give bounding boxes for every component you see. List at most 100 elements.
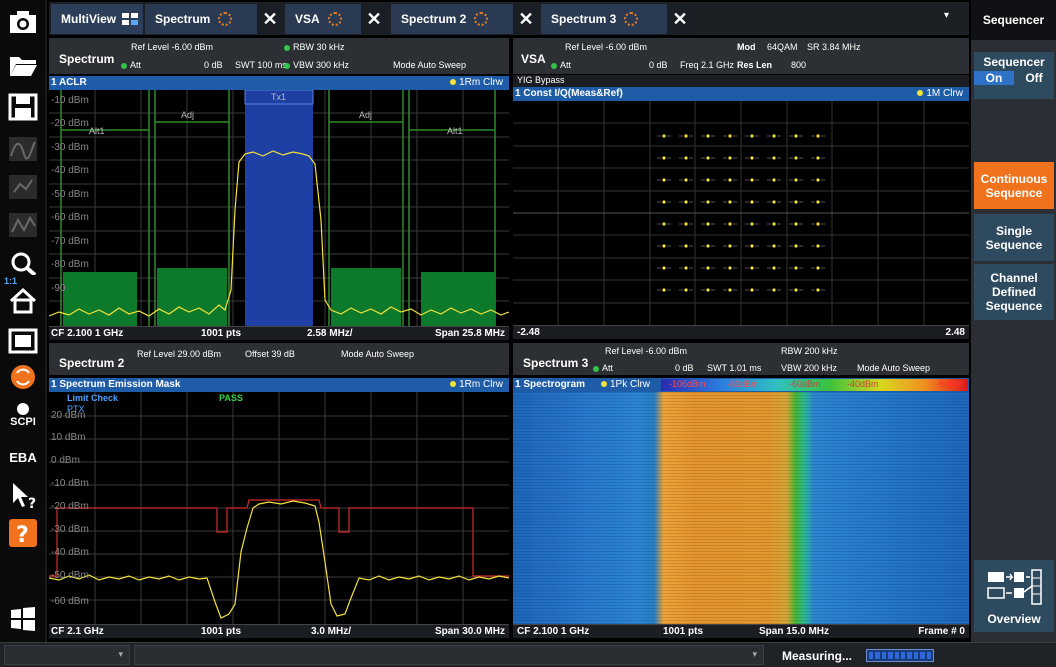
tab-spectrum-2[interactable]: Spectrum 2 ✕ bbox=[391, 4, 539, 34]
rbw-value: RBW 30 kHz bbox=[293, 42, 345, 52]
continuous-sequence-button[interactable]: Continuous Sequence bbox=[974, 162, 1054, 209]
tab-overflow-icon[interactable]: ▾ bbox=[944, 10, 950, 21]
close-icon[interactable]: ✕ bbox=[257, 4, 283, 34]
scpi-recorder-button[interactable]: SCPI bbox=[4, 398, 42, 432]
constellation-point bbox=[706, 222, 710, 226]
sweep-progress-icon bbox=[624, 12, 639, 26]
close-icon[interactable]: ✕ bbox=[361, 4, 387, 34]
scale-label: -40dBm bbox=[847, 379, 879, 389]
marker-add-icon[interactable] bbox=[4, 132, 42, 166]
save-icon[interactable] bbox=[4, 90, 42, 124]
constellation-point bbox=[662, 156, 666, 160]
eba-button[interactable]: EBA bbox=[4, 440, 42, 474]
sweep-time: SWT 100 ms bbox=[235, 60, 287, 70]
constellation-point bbox=[772, 288, 776, 292]
constellation-point bbox=[684, 200, 688, 204]
constellation-point bbox=[662, 288, 666, 292]
y-tick-label: 0 dBm bbox=[51, 455, 80, 466]
frequency-per-div: 3.0 MHz/ bbox=[311, 626, 352, 637]
close-icon[interactable]: ✕ bbox=[667, 4, 693, 34]
tab-label: Spectrum bbox=[155, 12, 211, 26]
center-frequency: CF 2.1 GHz bbox=[51, 626, 104, 637]
trace-mode: 1Pk Clrw bbox=[610, 379, 651, 390]
vsa-header[interactable]: VSA Ref Level -6.00 dBm Att 0 dB Freq 2.… bbox=[513, 38, 969, 74]
tab-spectrum[interactable]: Spectrum ✕ bbox=[145, 4, 283, 34]
channel-label-tx1: Tx1 bbox=[271, 92, 286, 102]
y-tick-label: -90 bbox=[51, 283, 66, 294]
spectrogram-noise-overlay bbox=[513, 392, 969, 624]
home-icon[interactable] bbox=[4, 284, 42, 318]
toggle-off[interactable]: Off bbox=[1025, 71, 1043, 85]
close-icon[interactable]: ✕ bbox=[513, 4, 539, 34]
zoom-area-icon[interactable] bbox=[4, 170, 42, 204]
constellation-point bbox=[684, 222, 688, 226]
center-frequency: CF 2.100 1 GHz bbox=[51, 328, 124, 339]
spectrum-3-header[interactable]: Spectrum 3 Ref Level -6.00 dBm Att 0 dB … bbox=[513, 343, 969, 375]
constellation-point bbox=[684, 288, 688, 292]
constellation-point bbox=[772, 178, 776, 182]
measurement-progress-bar bbox=[866, 649, 934, 662]
tab-spectrum-3[interactable]: Spectrum 3 ✕ bbox=[541, 4, 693, 34]
limit-check-label: Limit Check bbox=[67, 393, 119, 403]
scpi-label: SCPI bbox=[10, 416, 36, 428]
channel-label-alt1: Alt1 bbox=[447, 126, 463, 136]
constellation-point bbox=[816, 134, 820, 138]
y-tick-label: -80 dBm bbox=[51, 259, 89, 270]
help-icon[interactable]: ? bbox=[4, 516, 42, 550]
alt1-left-bar bbox=[63, 272, 137, 326]
aclr-trace bbox=[49, 150, 509, 317]
constellation-point bbox=[706, 200, 710, 204]
sweep-points: 1001 pts bbox=[663, 626, 704, 637]
spectrogram-display[interactable] bbox=[513, 392, 969, 624]
constellation-point bbox=[728, 244, 732, 248]
channel-name: Spectrum bbox=[59, 52, 115, 66]
constellation-point bbox=[750, 178, 754, 182]
display-config-icon[interactable] bbox=[4, 324, 42, 358]
overview-button[interactable]: Overview bbox=[974, 560, 1054, 632]
y-tick-label: -50 dBm bbox=[51, 570, 89, 581]
tab-multiview[interactable]: MultiView bbox=[51, 4, 143, 34]
constellation-point bbox=[816, 266, 820, 270]
ptx-label: PTX bbox=[67, 404, 85, 414]
sweep-mode: Mode Auto Sweep bbox=[393, 60, 467, 70]
constellation-point bbox=[706, 134, 710, 138]
folder-open-icon[interactable] bbox=[4, 48, 42, 82]
constellation-diagram[interactable] bbox=[513, 101, 969, 325]
sweep-progress-icon bbox=[327, 12, 342, 26]
constellation-point bbox=[816, 244, 820, 248]
constellation-point bbox=[772, 134, 776, 138]
multi-zoom-icon[interactable] bbox=[4, 208, 42, 242]
constellation-point bbox=[662, 200, 666, 204]
channel-defined-sequence-button[interactable]: Channel Defined Sequence bbox=[974, 264, 1054, 320]
spectrum-2-header[interactable]: Spectrum 2 Ref Level 29.00 dBm Offset 39… bbox=[49, 343, 509, 375]
zoom-off-icon[interactable]: 1:1 bbox=[4, 246, 42, 286]
constellation-point bbox=[794, 200, 798, 204]
x-axis-max: 2.48 bbox=[945, 327, 965, 338]
constellation-point bbox=[816, 200, 820, 204]
sweep-points: 1001 pts bbox=[201, 328, 242, 339]
center-frequency: CF 2.100 1 GHz bbox=[517, 626, 590, 637]
aclr-trace-plot[interactable]: Alt1 Adj Tx1 Adj Alt1 -10 dBm -20 dBm -3… bbox=[49, 90, 509, 326]
sequencer-icon[interactable] bbox=[4, 360, 42, 394]
camera-icon[interactable] bbox=[4, 5, 42, 39]
span: Span 30.0 MHz bbox=[434, 626, 505, 637]
help-pointer-icon[interactable]: ? bbox=[4, 478, 42, 512]
softkey-panel: Sequencer Sequencer On Off Continuous Se… bbox=[971, 0, 1056, 642]
toggle-on[interactable]: On bbox=[974, 71, 1014, 85]
y-tick-label: 10 dBm bbox=[51, 432, 85, 443]
windows-icon[interactable] bbox=[4, 602, 42, 636]
spectrum-1-header[interactable]: Spectrum Ref Level -6.00 dBm Att 0 dB SW… bbox=[49, 38, 509, 74]
att-value: 0 dB bbox=[675, 363, 694, 373]
sequencer-toggle[interactable]: Sequencer On Off bbox=[974, 52, 1054, 99]
tab-vsa[interactable]: VSA ✕ bbox=[285, 4, 387, 34]
single-sequence-button[interactable]: Single Sequence bbox=[974, 214, 1054, 261]
sem-trace-plot[interactable]: 20 dBm 10 dBm 0 dBm -10 dBm -20 dBm -30 … bbox=[49, 392, 509, 624]
constellation-point bbox=[706, 178, 710, 182]
tab-label: Spectrum 2 bbox=[401, 12, 467, 26]
status-message-field[interactable]: ▾ bbox=[134, 645, 764, 665]
status-dot-icon bbox=[551, 62, 557, 69]
panel-title: Sequencer bbox=[971, 0, 1056, 40]
status-dropdown-left[interactable]: ▾ bbox=[4, 645, 130, 665]
constellation-point bbox=[794, 244, 798, 248]
plot-title-text: 1 ACLR bbox=[51, 77, 87, 88]
